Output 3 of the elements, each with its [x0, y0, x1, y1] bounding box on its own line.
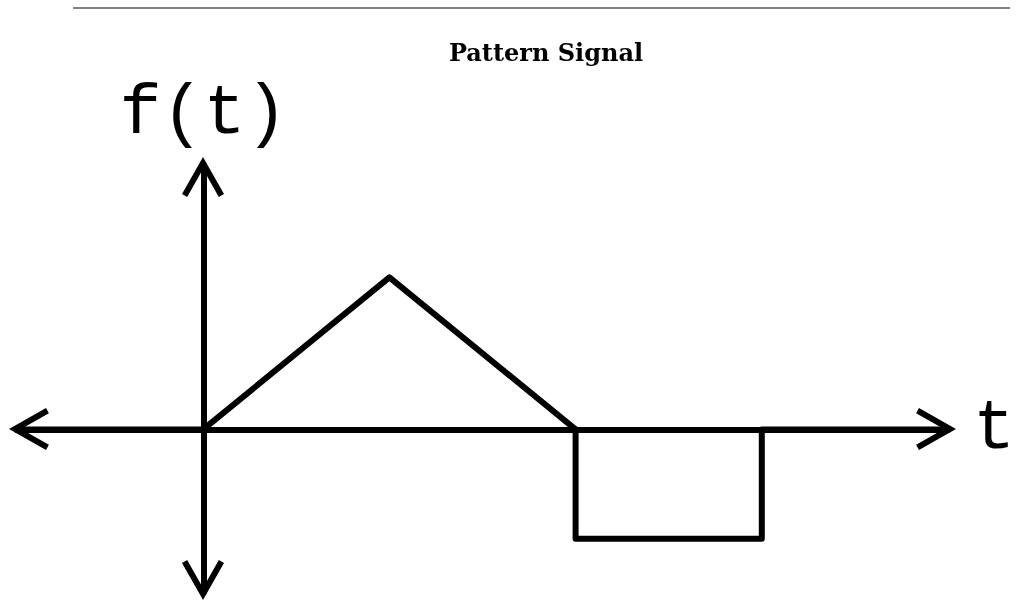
- x-axis-title: t: [972, 389, 1016, 469]
- chart-title: Pattern Signal: [448, 37, 644, 67]
- y-axis-title: f(t): [119, 74, 288, 154]
